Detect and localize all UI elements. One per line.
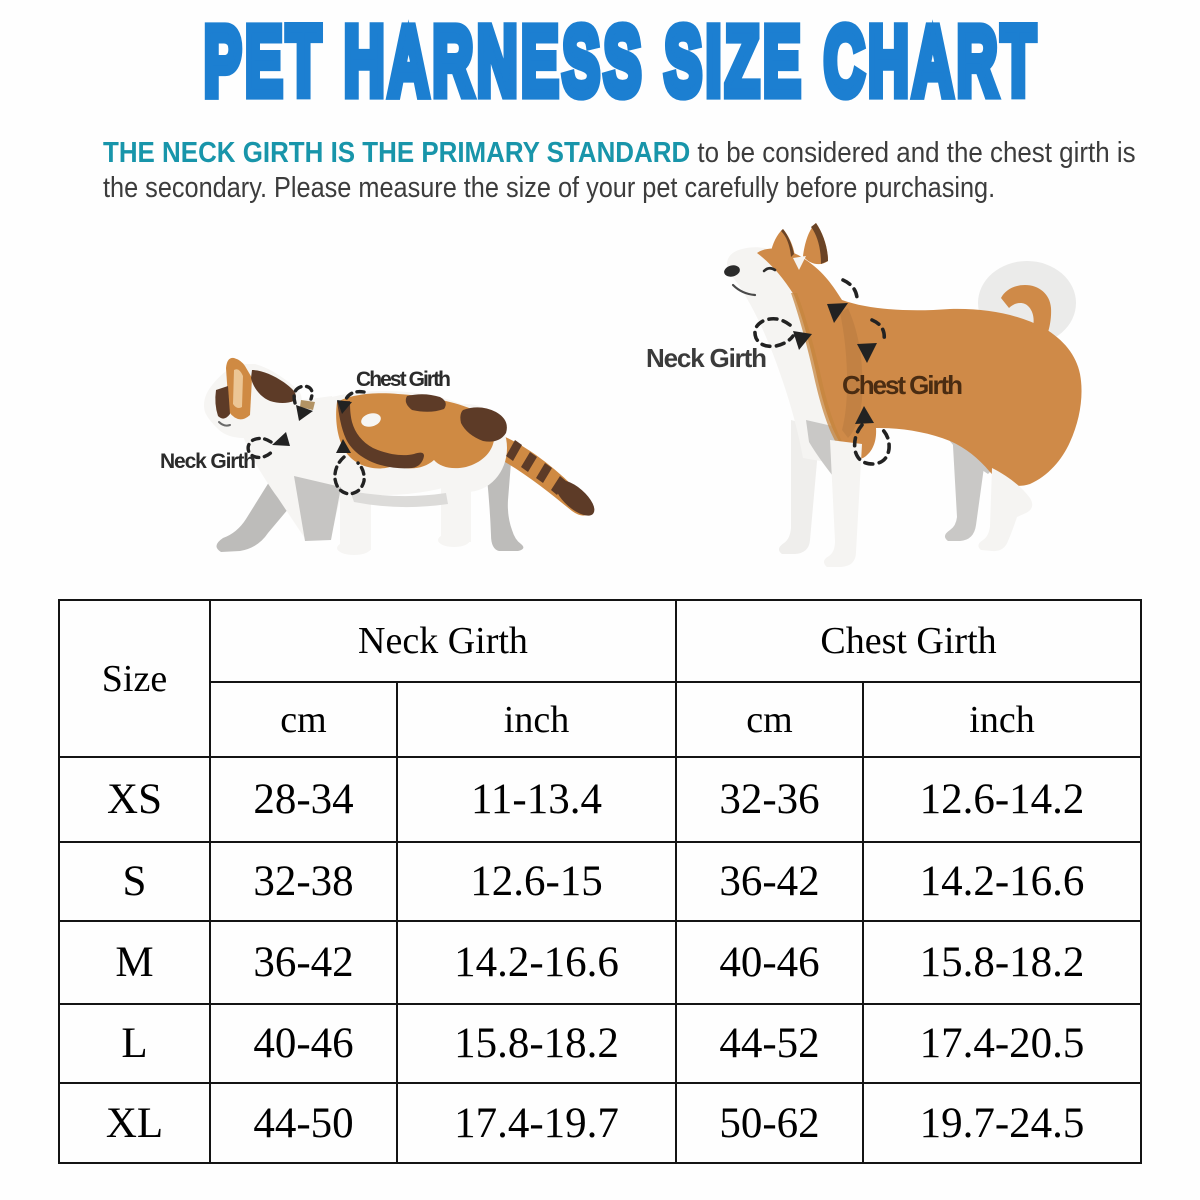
svg-text:Neck Girth: Neck Girth bbox=[160, 450, 256, 473]
svg-text:Chest Girth: Chest Girth bbox=[842, 370, 963, 400]
svg-text:Neck Girth: Neck Girth bbox=[646, 343, 767, 373]
svg-text:Chest Girth: Chest Girth bbox=[356, 368, 451, 391]
